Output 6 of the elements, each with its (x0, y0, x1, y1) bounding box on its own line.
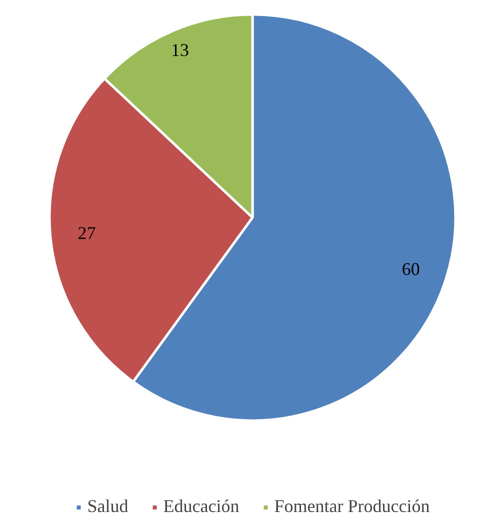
data-label: 27 (78, 223, 96, 244)
legend-label: Salud (87, 496, 128, 517)
legend-label: Educación (163, 496, 240, 517)
legend-label: Fomentar Producción (274, 496, 430, 517)
data-label: 13 (170, 40, 189, 60)
data-label: 60 (402, 258, 420, 279)
